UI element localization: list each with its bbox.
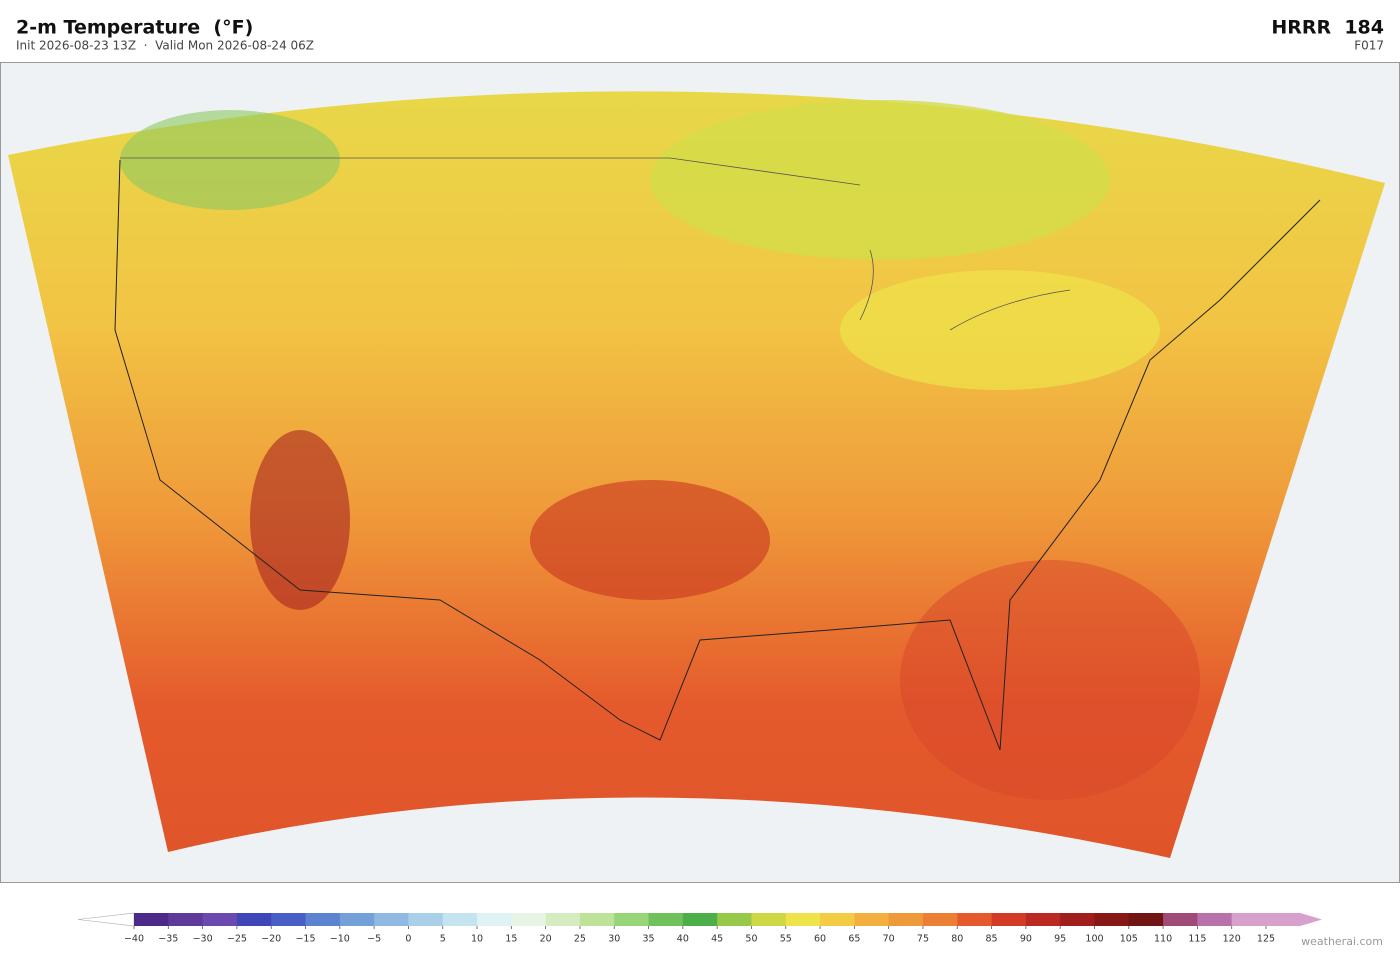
cool-region [840, 270, 1160, 390]
title: 2-m Temperature (°F) [16, 17, 253, 39]
colorbar-tick-label: 75 [917, 934, 929, 945]
colorbar-tick-label: −40 [124, 934, 144, 945]
colorbar-segment [1025, 913, 1061, 926]
colorbar-tick-label: 40 [677, 934, 689, 945]
colorbar-segment [648, 913, 684, 926]
colorbar-tick-label: 50 [745, 934, 757, 945]
colorbar-tick-label: −5 [367, 934, 381, 945]
cool-region [650, 100, 1110, 260]
forecast-hour: F017 [1354, 39, 1384, 53]
colorbar-tick-label: −15 [295, 934, 315, 945]
colorbar-segment [545, 913, 581, 926]
map [0, 62, 1400, 883]
colorbar: −40 −35 −30 −25 −20 −15 −10 −5 0 5 10 15 20 25 30 35 40 4… [77, 912, 1322, 945]
colorbar-segment [785, 913, 821, 926]
borders [120, 157, 1071, 331]
colorbar-tick-label: 5 [440, 934, 446, 945]
colorbar-segment [957, 913, 992, 926]
colorbar-tick-label: 95 [1054, 934, 1066, 945]
colorbar-tick-label: 105 [1120, 934, 1138, 945]
colorbar-segment [922, 913, 958, 926]
colorbar-segment [339, 913, 375, 926]
colorbar-tick-label: 60 [814, 934, 826, 945]
colorbar-tick-label: −20 [261, 934, 281, 945]
cool-region [120, 110, 340, 210]
colorbar-segment [717, 913, 752, 926]
colorbar-segment [168, 913, 204, 926]
colorbar-segment [614, 913, 649, 926]
colorbar-tick-label: 20 [540, 934, 552, 945]
colorbar-segment [374, 913, 409, 926]
colorbar-segment [477, 913, 512, 926]
colorbar-tick-label: 85 [986, 934, 998, 945]
colorbar-tick-label: 55 [780, 934, 792, 945]
colorbar-tick-label: −10 [330, 934, 350, 945]
colorbar-segment [1231, 913, 1267, 926]
colorbar-segment [442, 913, 478, 926]
colorbar-tick-label: 110 [1154, 934, 1172, 945]
colorbar-segment [236, 913, 272, 926]
colorbar-under [77, 912, 135, 927]
colorbar-segment [511, 913, 547, 926]
hot-region [530, 480, 770, 600]
hot-region [250, 430, 350, 610]
colorbar-tick-label: −25 [227, 934, 247, 945]
colorbar-segment [1060, 913, 1095, 926]
colorbar-segment [271, 913, 306, 926]
colorbar-segment [1094, 913, 1130, 926]
colorbar-tick-label: 115 [1188, 934, 1206, 945]
colorbar-tick-label: −30 [193, 934, 213, 945]
colorbar-tick-label: 25 [574, 934, 586, 945]
colorbar-tick-label: 120 [1223, 934, 1241, 945]
colorbar-segment [134, 913, 169, 926]
colorbar-tick-label: 35 [642, 934, 654, 945]
colorbar-tick-label: 100 [1085, 934, 1103, 945]
colorbar-tick-label: 10 [471, 934, 483, 945]
subtitle: Init 2026-08-23 13Z · Valid Mon 2026-08-… [16, 39, 314, 53]
coastline [114, 159, 1321, 751]
colorbar-segment [305, 913, 341, 926]
colorbar-over [1266, 913, 1322, 926]
colorbar-segment [991, 913, 1027, 926]
colorbar-segment [751, 913, 787, 926]
colorbar-tick-label: 125 [1257, 934, 1275, 945]
colorbar-tick-label: 30 [608, 934, 620, 945]
colorbar-tick-label: −35 [158, 934, 178, 945]
colorbar-tick-label: 65 [848, 934, 860, 945]
colorbar-tick-label: 70 [883, 934, 895, 945]
colorbar-tick-label: 90 [1020, 934, 1032, 945]
colorbar-segment [408, 913, 444, 926]
colorbar-segment [820, 913, 855, 926]
credit: weatherai.com [1301, 935, 1383, 948]
colorbar-tick-label: 0 [405, 934, 411, 945]
colorbar-segment [888, 913, 924, 926]
colorbar-segment [854, 913, 890, 926]
model: HRRR 184 [1271, 17, 1384, 39]
colorbar-tick-label: 45 [711, 934, 723, 945]
colorbar-segment [1163, 913, 1198, 926]
hot-region [900, 560, 1200, 800]
colorbar-segment [1197, 913, 1233, 926]
colorbar-segment [579, 913, 615, 926]
colorbar-segment [682, 913, 718, 926]
colorbar-segment [202, 913, 238, 926]
colorbar-tick-label: 80 [951, 934, 963, 945]
colorbar-segment [1128, 913, 1164, 926]
colorbar-tick-label: 15 [505, 934, 517, 945]
